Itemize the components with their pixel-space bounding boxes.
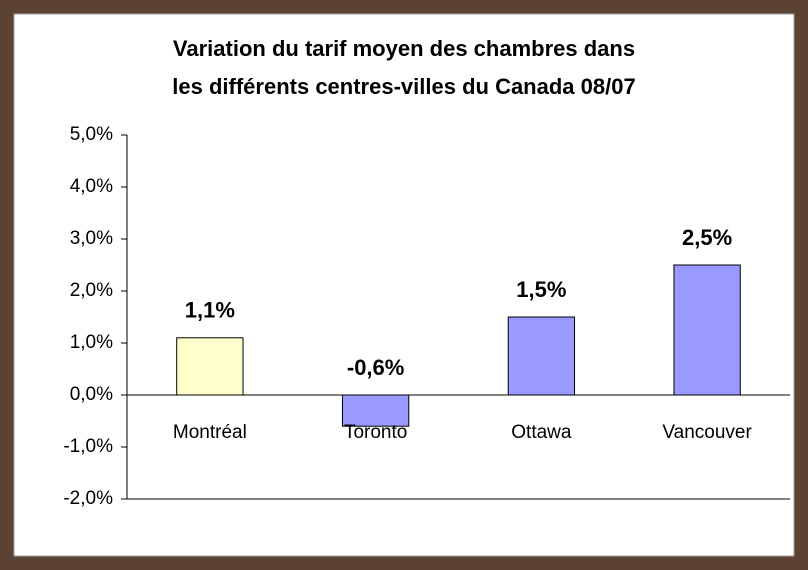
x-tick-label: Ottawa bbox=[511, 422, 572, 443]
y-tick-label: 5,0% bbox=[70, 124, 113, 145]
x-tick-label: Toronto bbox=[344, 422, 407, 443]
value-label: 2,5% bbox=[682, 225, 732, 250]
bar bbox=[673, 264, 741, 396]
y-tick-label: -2,0% bbox=[63, 488, 113, 509]
value-label: 1,5% bbox=[516, 277, 566, 302]
bar bbox=[507, 316, 576, 396]
value-label: -0,6% bbox=[347, 355, 404, 380]
y-tick-label: 2,0% bbox=[70, 280, 113, 301]
value-label: 1,1% bbox=[185, 298, 235, 323]
y-tick-label: 4,0% bbox=[70, 176, 113, 197]
y-tick-label: 3,0% bbox=[70, 228, 113, 249]
y-tick-label: 0,0% bbox=[70, 384, 113, 405]
chart-area bbox=[13, 13, 795, 557]
bar bbox=[176, 337, 244, 396]
y-tick-label: -1,0% bbox=[63, 436, 113, 457]
chart-title: les différents centres-villes du Canada … bbox=[172, 74, 635, 99]
chart-title: Variation du tarif moyen des chambres da… bbox=[173, 36, 635, 61]
bar bbox=[341, 394, 410, 427]
x-tick-label: Montréal bbox=[173, 422, 247, 443]
x-tick-label: Vancouver bbox=[662, 422, 752, 443]
y-tick-label: 1,0% bbox=[70, 332, 113, 353]
